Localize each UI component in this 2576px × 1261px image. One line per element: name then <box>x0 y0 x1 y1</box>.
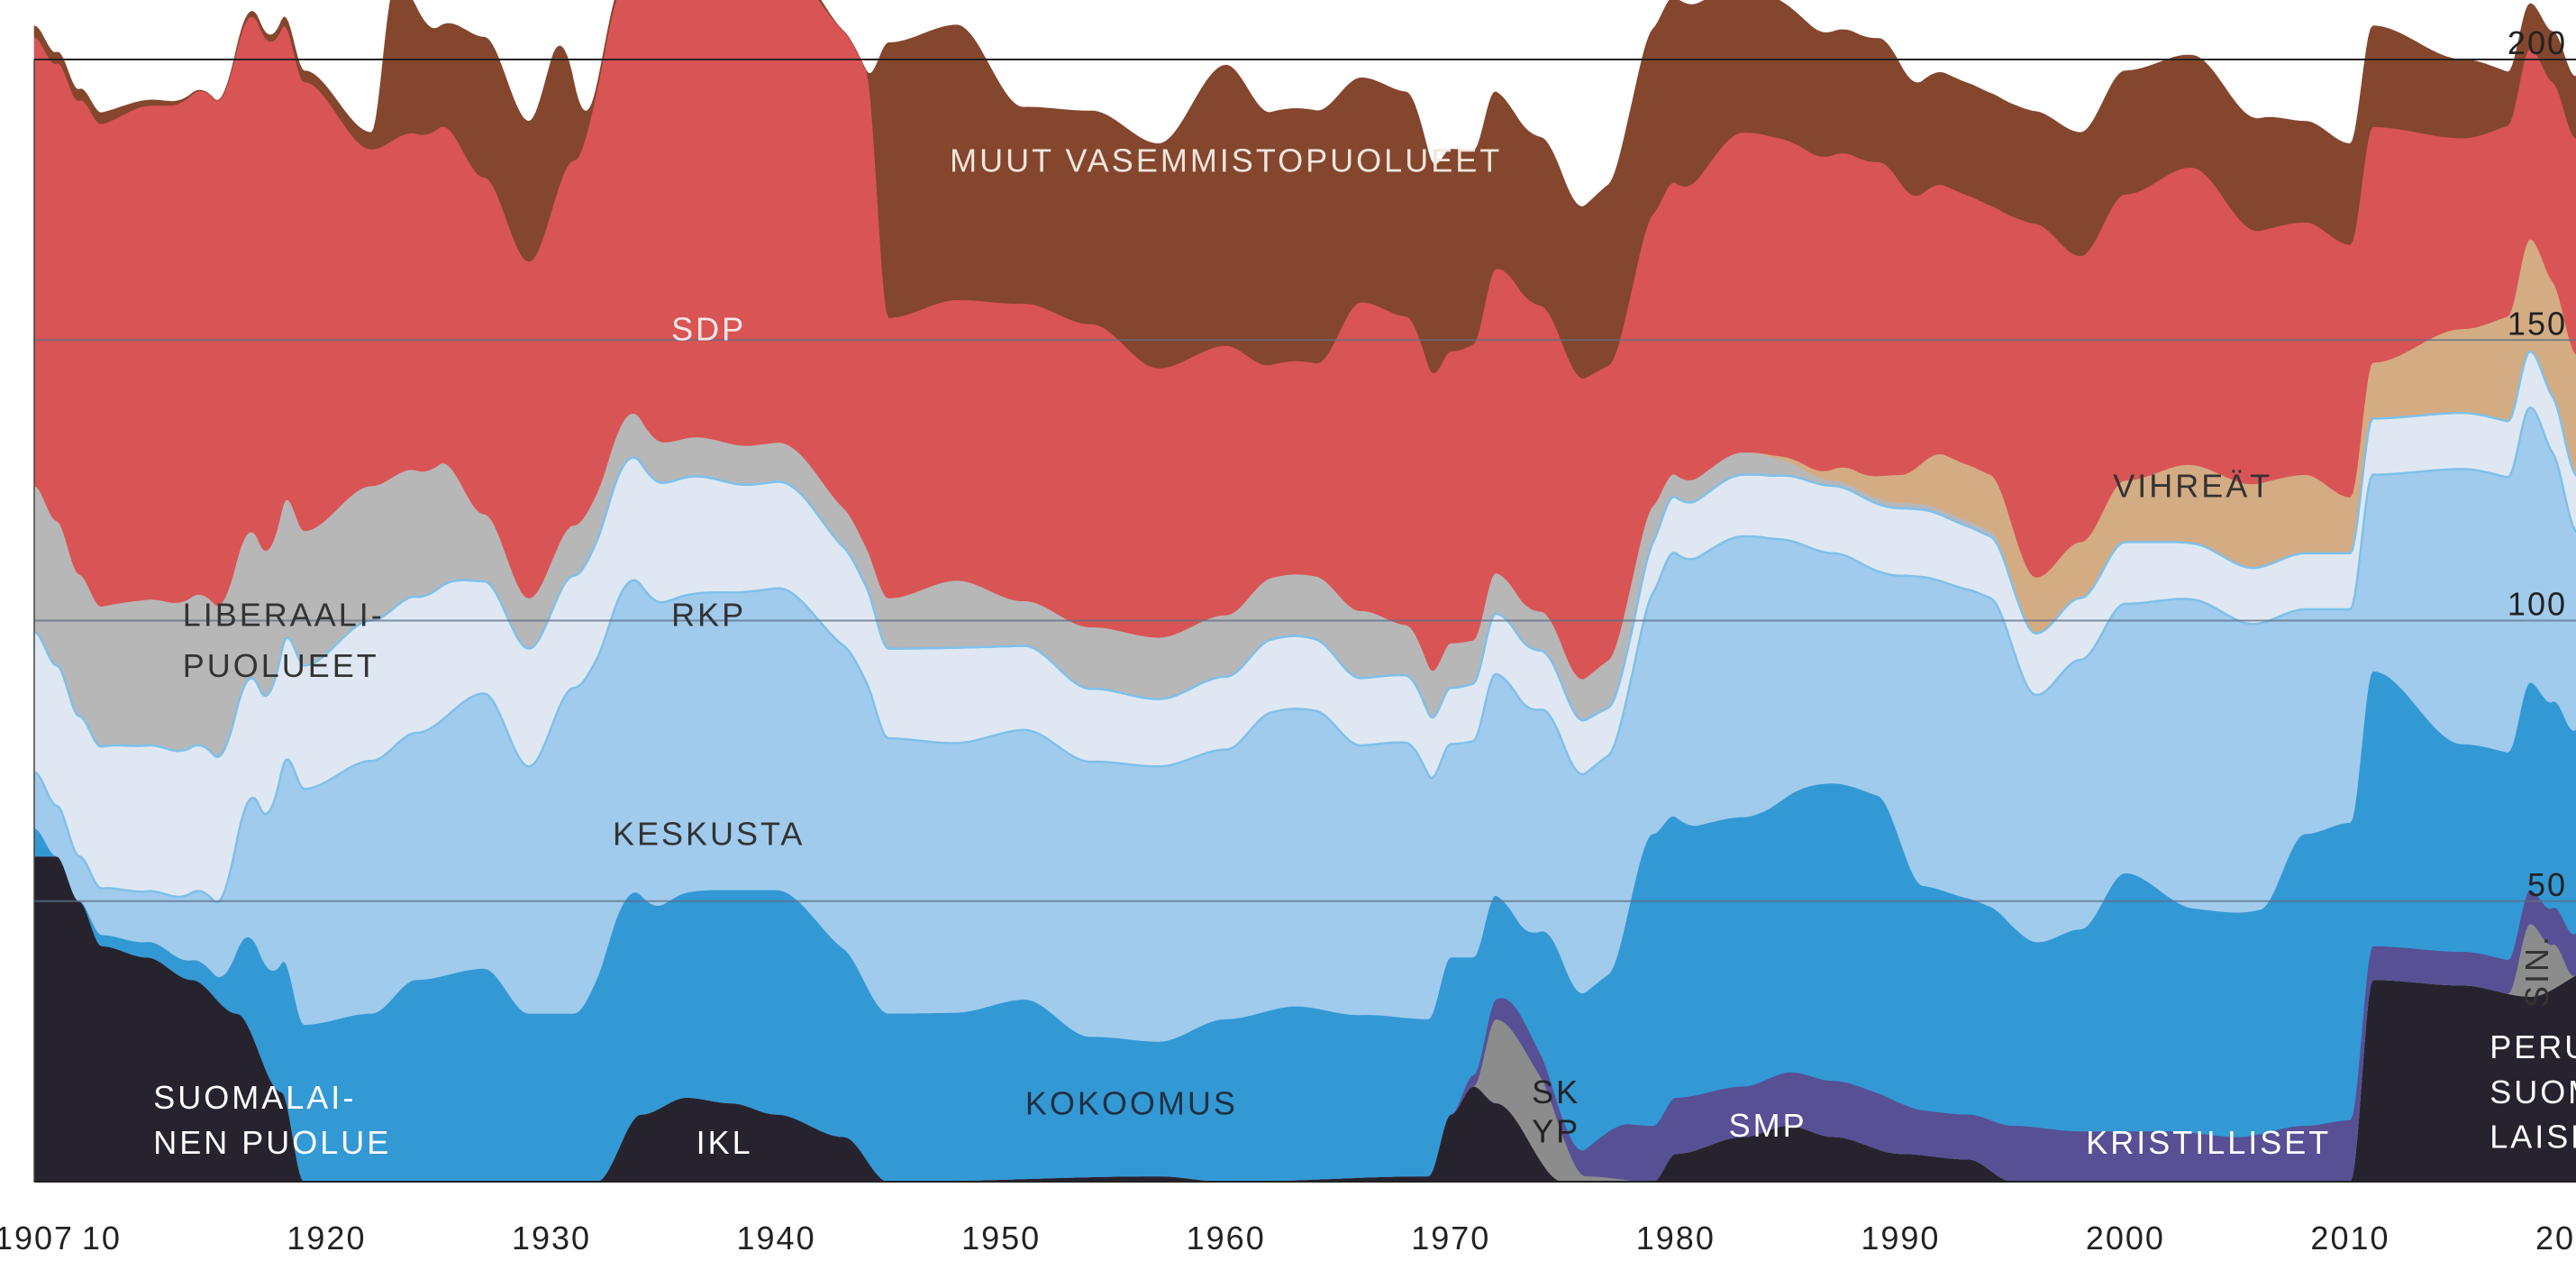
area-label-suomalai: SUOMALAI- <box>153 1079 356 1116</box>
area-label-kokoomus: KOKOOMUS <box>1025 1084 1238 1121</box>
areas-layer <box>33 0 2576 1183</box>
x-tick-label: 1980 <box>1636 1220 1716 1256</box>
x-tick-label: 1960 <box>1187 1220 1266 1256</box>
area-label-muut-vasemmistopuolueet: MUUT VASEMMISTOPUOLUEET <box>950 142 1502 179</box>
x-tick-label: 1940 <box>737 1220 816 1256</box>
x-tick-label: 1970 <box>1411 1220 1490 1256</box>
frame-layer <box>33 59 2576 1183</box>
x-tick-label: 1990 <box>1861 1220 1940 1256</box>
area-label-sdp: SDP <box>671 310 746 347</box>
y-tick-label: 100 <box>2508 586 2567 623</box>
labels-layer: MUUT VASEMMISTOPUOLUEET SDP LIBERAALI- PUOL… <box>153 142 2576 1161</box>
x-tick-label: 1907 <box>0 1220 74 1256</box>
area-label-smp: SMP <box>1729 1107 1807 1144</box>
area-label-kristilliset: KRISTILLISET <box>2086 1124 2331 1161</box>
area-label-liberaali: LIBERAALI- <box>183 597 385 634</box>
ticks-layer: 1907 10 1920 1930 1940 1950 1960 1970 1980 1990 20… <box>0 24 2576 1256</box>
area-label-suoma: SUOMA- <box>2490 1074 2576 1110</box>
x-tick-label: 2020 <box>2535 1220 2576 1256</box>
area-label-keskusta: KESKUSTA <box>613 816 805 853</box>
x-tick-label: 1920 <box>287 1220 366 1256</box>
area-muut-vasemmistopuolueet <box>33 0 2576 379</box>
boundary-line <box>33 350 2576 758</box>
x-tick-label: 1930 <box>512 1220 591 1256</box>
area-label-sk: SK <box>1532 1074 1580 1110</box>
area-label-yp: YP <box>1532 1112 1580 1149</box>
area-label-ikl: IKL <box>696 1124 753 1161</box>
x-tick-label: 1950 <box>961 1220 1041 1256</box>
area-label-laiset: LAISET <box>2490 1119 2576 1156</box>
y-tick-label: 150 <box>2508 305 2567 342</box>
area-label-nen-puolue: NEN PUOLUE <box>153 1124 391 1161</box>
x-tick-label: 10 <box>82 1220 122 1256</box>
x-tick-label: 2000 <box>2086 1220 2165 1256</box>
x-tick-label: 2010 <box>2310 1220 2389 1256</box>
boundary-line <box>33 406 2576 904</box>
area-label-sin: SIN. <box>2518 934 2555 1008</box>
area-label-rkp: RKP <box>671 597 746 634</box>
y-tick-label: 200 <box>2508 24 2567 61</box>
y-tick-label: 50 <box>2527 866 2567 903</box>
area-label-puolueet: PUOLUEET <box>183 647 379 684</box>
grid-layer <box>34 339 2576 902</box>
area-label-perus: PERUS- <box>2490 1028 2576 1065</box>
area-label-vihreat: VIHREÄT <box>2113 468 2272 505</box>
